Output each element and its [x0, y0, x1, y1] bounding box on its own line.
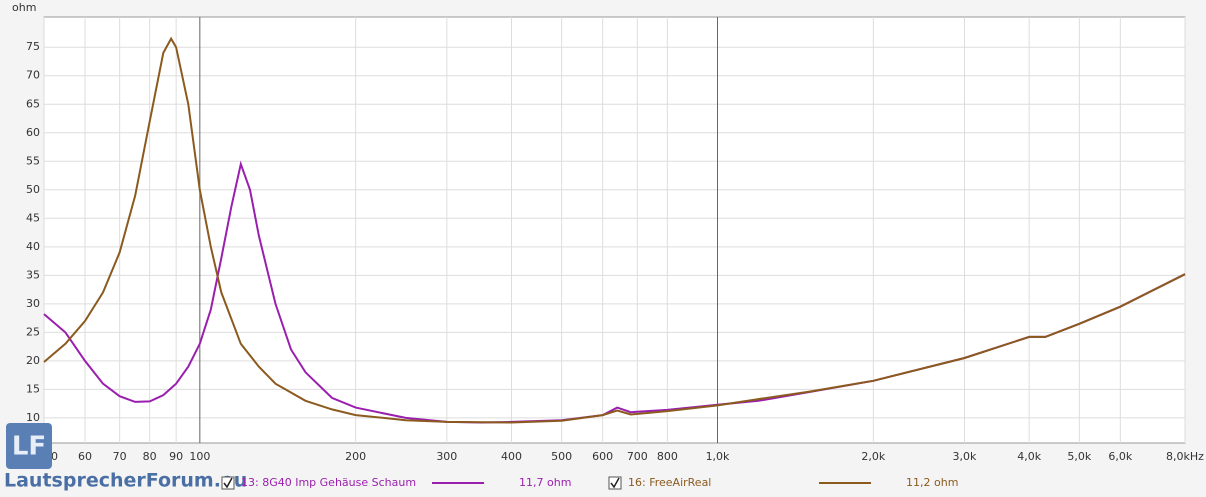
- legend-check: [223, 477, 233, 489]
- logo-text: LautsprecherForum.eu: [4, 470, 247, 492]
- legend-value: 11,2 ohm: [906, 476, 958, 489]
- legend-check: [610, 477, 620, 489]
- y-tick-label: 15: [26, 382, 40, 395]
- x-tick-label: 6,0k: [1108, 450, 1132, 463]
- x-tick-label: 80: [143, 450, 157, 463]
- x-tick-label: 4,0k: [1017, 450, 1041, 463]
- x-tick-label: 60: [78, 450, 92, 463]
- logo-icon-text: LF: [12, 432, 46, 462]
- x-tick-label: 2,0k: [861, 450, 885, 463]
- x-tick-label: 100: [189, 450, 210, 463]
- x-tick-label: 90: [169, 450, 183, 463]
- y-tick-label: 10: [26, 411, 40, 424]
- y-tick-label: 35: [26, 268, 40, 281]
- y-tick-label: 60: [26, 126, 40, 139]
- x-tick-label: 300: [436, 450, 457, 463]
- y-tick-label: 50: [26, 183, 40, 196]
- x-tick-label: 5,0k: [1067, 450, 1091, 463]
- x-tick-label: 700: [627, 450, 648, 463]
- y-axis-label: ohm: [12, 1, 36, 14]
- x-tick-label: 800: [657, 450, 678, 463]
- logo-icon: [6, 423, 52, 469]
- y-tick-label: 20: [26, 354, 40, 367]
- x-tick-label: 8,0kHz: [1166, 450, 1204, 463]
- x-tick-label: 3,0k: [953, 450, 977, 463]
- y-tick-label: 40: [26, 240, 40, 253]
- y-tick-label: 30: [26, 297, 40, 310]
- legend-value: 11,7 ohm: [519, 476, 571, 489]
- y-tick-label: 55: [26, 154, 40, 167]
- legend-label: 16: FreeAirReal: [628, 476, 711, 489]
- x-tick-label: 1,0k: [706, 450, 730, 463]
- x-tick-label: 70: [113, 450, 127, 463]
- x-tick-label: 200: [345, 450, 366, 463]
- x-tick-label: 400: [501, 450, 522, 463]
- y-tick-label: 75: [26, 40, 40, 53]
- plot-area: [43, 16, 1186, 444]
- x-tick-label: 600: [592, 450, 613, 463]
- impedance-curve: [43, 36, 1186, 424]
- x-tick-label: 500: [551, 450, 572, 463]
- legend-label: 13: 8G40 Imp Gehäuse Schaum: [241, 476, 416, 489]
- y-tick-label: 45: [26, 211, 40, 224]
- y-tick-label: 70: [26, 69, 40, 82]
- y-tick-label: 65: [26, 97, 40, 110]
- y-tick-label: 25: [26, 325, 40, 338]
